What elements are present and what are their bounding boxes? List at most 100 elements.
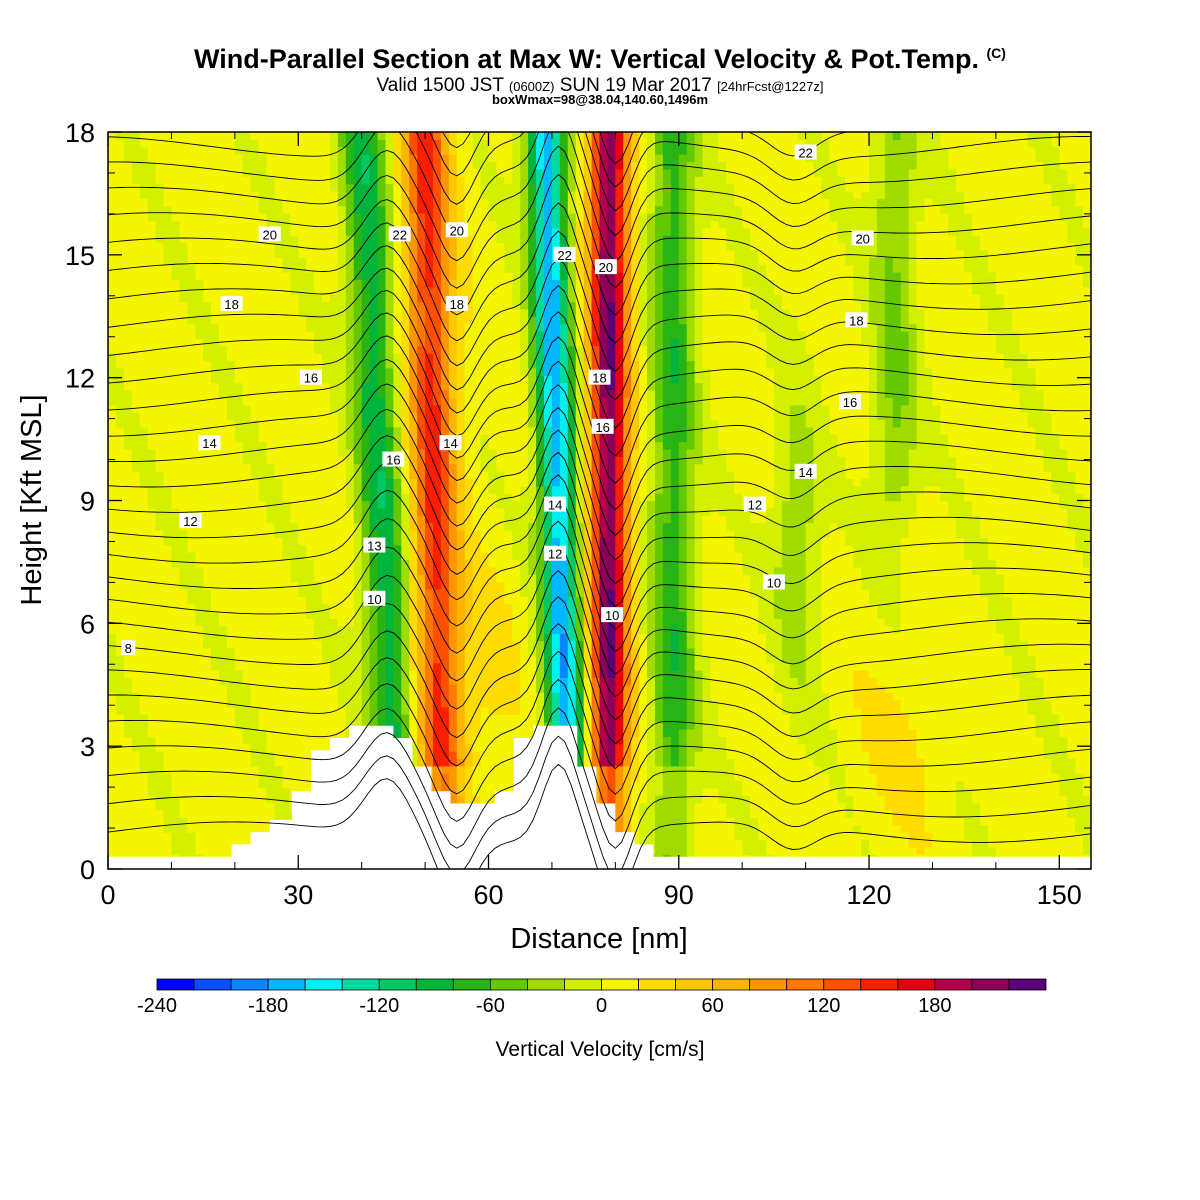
velocity-cell	[440, 220, 450, 229]
velocity-cell	[433, 500, 442, 509]
velocity-cell	[401, 426, 410, 435]
velocity-cell	[417, 448, 426, 457]
velocity-cell	[393, 308, 402, 317]
velocity-cell	[139, 596, 149, 605]
velocity-cell	[425, 566, 434, 575]
velocity-cell	[234, 316, 244, 325]
velocity-cell	[409, 544, 418, 553]
velocity-cell	[345, 647, 355, 656]
velocity-cell	[218, 139, 228, 148]
velocity-cell	[377, 316, 387, 325]
velocity-cell	[345, 537, 355, 546]
velocity-cell	[163, 154, 173, 163]
velocity-cell	[425, 699, 434, 708]
velocity-cell	[329, 478, 339, 487]
velocity-cell	[385, 552, 394, 561]
velocity-cell	[282, 139, 291, 148]
velocity-cell	[377, 286, 387, 295]
velocity-cell	[131, 566, 141, 575]
velocity-cell	[401, 316, 410, 325]
velocity-cell	[203, 574, 212, 583]
velocity-cell	[195, 618, 204, 627]
velocity-cell	[282, 795, 291, 804]
velocity-cell	[266, 743, 276, 752]
velocity-cell	[123, 507, 133, 516]
velocity-cell	[203, 537, 212, 546]
velocity-cell	[377, 522, 387, 531]
velocity-cell	[163, 507, 173, 516]
velocity-cell	[155, 670, 165, 678]
velocity-cell	[337, 692, 347, 701]
velocity-cell	[488, 213, 498, 222]
velocity-cell	[361, 670, 371, 678]
velocity-cell	[274, 471, 284, 479]
velocity-cell	[409, 699, 418, 708]
velocity-cell	[155, 780, 165, 789]
velocity-cell	[369, 168, 379, 177]
velocity-cell	[345, 603, 355, 612]
velocity-cell	[274, 706, 284, 715]
velocity-cell	[171, 596, 180, 605]
velocity-cell	[123, 706, 133, 715]
velocity-cell	[226, 389, 236, 398]
velocity-cell	[226, 456, 236, 465]
velocity-cell	[409, 426, 418, 435]
velocity-cell	[314, 279, 323, 288]
velocity-cell	[290, 758, 299, 767]
velocity-cell	[147, 846, 157, 855]
velocity-cell	[464, 773, 474, 782]
velocity-cell	[448, 529, 458, 538]
velocity-cell	[496, 699, 505, 708]
velocity-cell	[195, 493, 204, 502]
velocity-cell	[409, 625, 418, 634]
velocity-cell	[242, 227, 252, 236]
velocity-cell	[123, 264, 133, 273]
velocity-cell	[393, 154, 402, 163]
velocity-cell	[266, 404, 276, 413]
velocity-cell	[226, 662, 236, 671]
velocity-cell	[282, 227, 291, 236]
velocity-cell	[377, 139, 387, 148]
velocity-cell	[298, 765, 307, 774]
velocity-cell	[266, 375, 276, 384]
velocity-cell	[211, 500, 220, 509]
velocity-cell	[163, 323, 173, 332]
velocity-cell	[306, 419, 315, 428]
velocity-cell	[139, 574, 149, 583]
velocity-cell	[290, 213, 299, 222]
velocity-cell	[131, 338, 141, 347]
velocity-cell	[290, 257, 299, 266]
velocity-cell	[187, 846, 196, 855]
velocity-cell	[393, 242, 402, 251]
velocity-cell	[155, 559, 165, 568]
velocity-cell	[155, 839, 165, 848]
velocity-cell	[250, 529, 260, 538]
velocity-cell	[234, 183, 244, 192]
velocity-cell	[290, 773, 299, 782]
velocity-cell	[456, 618, 466, 627]
velocity-cell	[314, 677, 323, 686]
velocity-cell	[425, 728, 434, 737]
velocity-cell	[115, 168, 125, 177]
velocity-cell	[274, 183, 284, 192]
velocity-cell	[218, 618, 228, 627]
velocity-cell	[250, 522, 260, 531]
velocity-cell	[195, 677, 204, 686]
velocity-cell	[496, 780, 505, 789]
velocity-cell	[322, 522, 331, 531]
velocity-cell	[306, 773, 315, 782]
velocity-cell	[345, 190, 355, 199]
velocity-cell	[314, 323, 323, 332]
velocity-cell	[250, 448, 260, 457]
velocity-cell	[440, 773, 450, 782]
velocity-cell	[147, 714, 157, 723]
velocity-cell	[306, 338, 315, 347]
velocity-cell	[440, 603, 450, 612]
velocity-cell	[163, 198, 173, 207]
velocity-cell	[218, 529, 228, 538]
velocity-cell	[108, 773, 117, 782]
velocity-cell	[456, 714, 466, 723]
velocity-cell	[123, 596, 133, 605]
velocity-cell	[195, 655, 204, 664]
velocity-cell	[448, 618, 458, 627]
